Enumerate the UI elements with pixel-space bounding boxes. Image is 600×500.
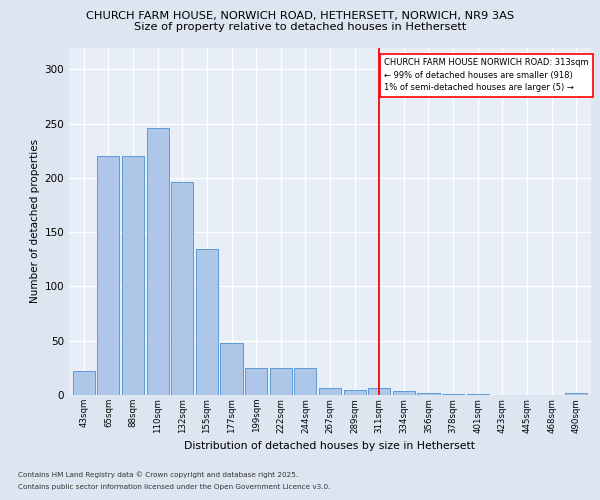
Bar — [196, 250, 218, 395]
Bar — [245, 368, 267, 395]
Bar — [467, 394, 489, 395]
Bar — [269, 368, 292, 395]
Text: Contains public sector information licensed under the Open Government Licence v3: Contains public sector information licen… — [18, 484, 331, 490]
Text: Size of property relative to detached houses in Hethersett: Size of property relative to detached ho… — [134, 22, 466, 32]
Bar — [418, 393, 440, 395]
Text: CHURCH FARM HOUSE NORWICH ROAD: 313sqm
← 99% of detached houses are smaller (918: CHURCH FARM HOUSE NORWICH ROAD: 313sqm ←… — [384, 58, 589, 92]
Bar — [442, 394, 464, 395]
Bar — [344, 390, 366, 395]
Bar — [393, 390, 415, 395]
Bar — [73, 371, 95, 395]
Text: Contains HM Land Registry data © Crown copyright and database right 2025.: Contains HM Land Registry data © Crown c… — [18, 471, 298, 478]
Bar — [220, 343, 242, 395]
Bar — [97, 156, 119, 395]
X-axis label: Distribution of detached houses by size in Hethersett: Distribution of detached houses by size … — [185, 441, 476, 451]
Bar — [368, 388, 391, 395]
Bar — [294, 368, 316, 395]
Bar — [319, 388, 341, 395]
Bar — [565, 393, 587, 395]
Y-axis label: Number of detached properties: Number of detached properties — [30, 139, 40, 304]
Bar — [171, 182, 193, 395]
Text: CHURCH FARM HOUSE, NORWICH ROAD, HETHERSETT, NORWICH, NR9 3AS: CHURCH FARM HOUSE, NORWICH ROAD, HETHERS… — [86, 11, 514, 21]
Bar — [122, 156, 144, 395]
Bar — [146, 128, 169, 395]
